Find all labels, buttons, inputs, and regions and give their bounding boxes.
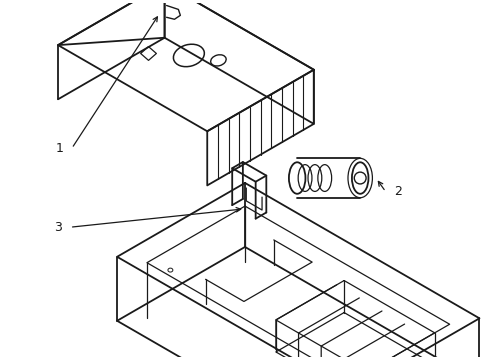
Text: 3: 3	[54, 221, 62, 234]
Text: 2: 2	[393, 185, 401, 198]
Text: 1: 1	[56, 142, 64, 155]
